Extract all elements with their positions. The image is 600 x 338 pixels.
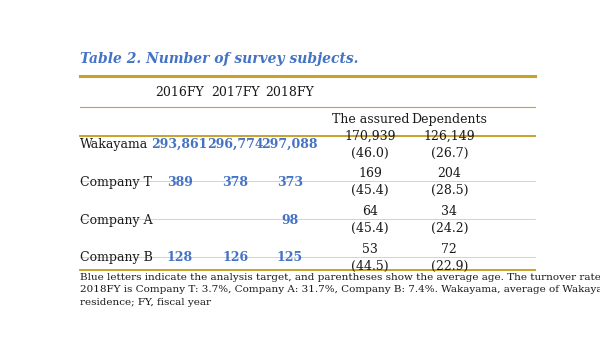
Text: 125: 125 [277,251,303,264]
Text: 389: 389 [167,176,193,189]
Text: 204
(28.5): 204 (28.5) [431,167,468,197]
Text: Dependents: Dependents [412,114,487,126]
Text: 293,861: 293,861 [151,138,208,151]
Text: 72
(22.9): 72 (22.9) [431,243,468,273]
Text: 34
(24.2): 34 (24.2) [431,205,468,235]
Text: 169
(45.4): 169 (45.4) [352,167,389,197]
Text: Company B: Company B [80,251,152,264]
Text: Blue letters indicate the analysis target, and parentheses show the average age.: Blue letters indicate the analysis targe… [80,273,600,307]
Text: 378: 378 [223,176,248,189]
Text: 126: 126 [223,251,248,264]
Text: 373: 373 [277,176,303,189]
Text: Company T: Company T [80,176,152,189]
Text: 297,088: 297,088 [262,138,318,151]
Text: Company A: Company A [80,214,152,227]
Text: The assured: The assured [332,114,409,126]
Text: Table 2. Number of survey subjects.: Table 2. Number of survey subjects. [80,52,358,66]
Text: 2018FY: 2018FY [265,86,314,99]
Text: 64
(45.4): 64 (45.4) [352,205,389,235]
Text: 2017FY: 2017FY [211,86,260,99]
Text: 126,149
(26.7): 126,149 (26.7) [424,130,475,160]
Text: 98: 98 [281,214,298,227]
Text: Wakayama: Wakayama [80,138,148,151]
Text: 170,939
(46.0): 170,939 (46.0) [344,130,396,160]
Text: 2016FY: 2016FY [155,86,204,99]
Text: 128: 128 [167,251,193,264]
Text: 296,774: 296,774 [207,138,264,151]
Text: 53
(44.5): 53 (44.5) [352,243,389,273]
